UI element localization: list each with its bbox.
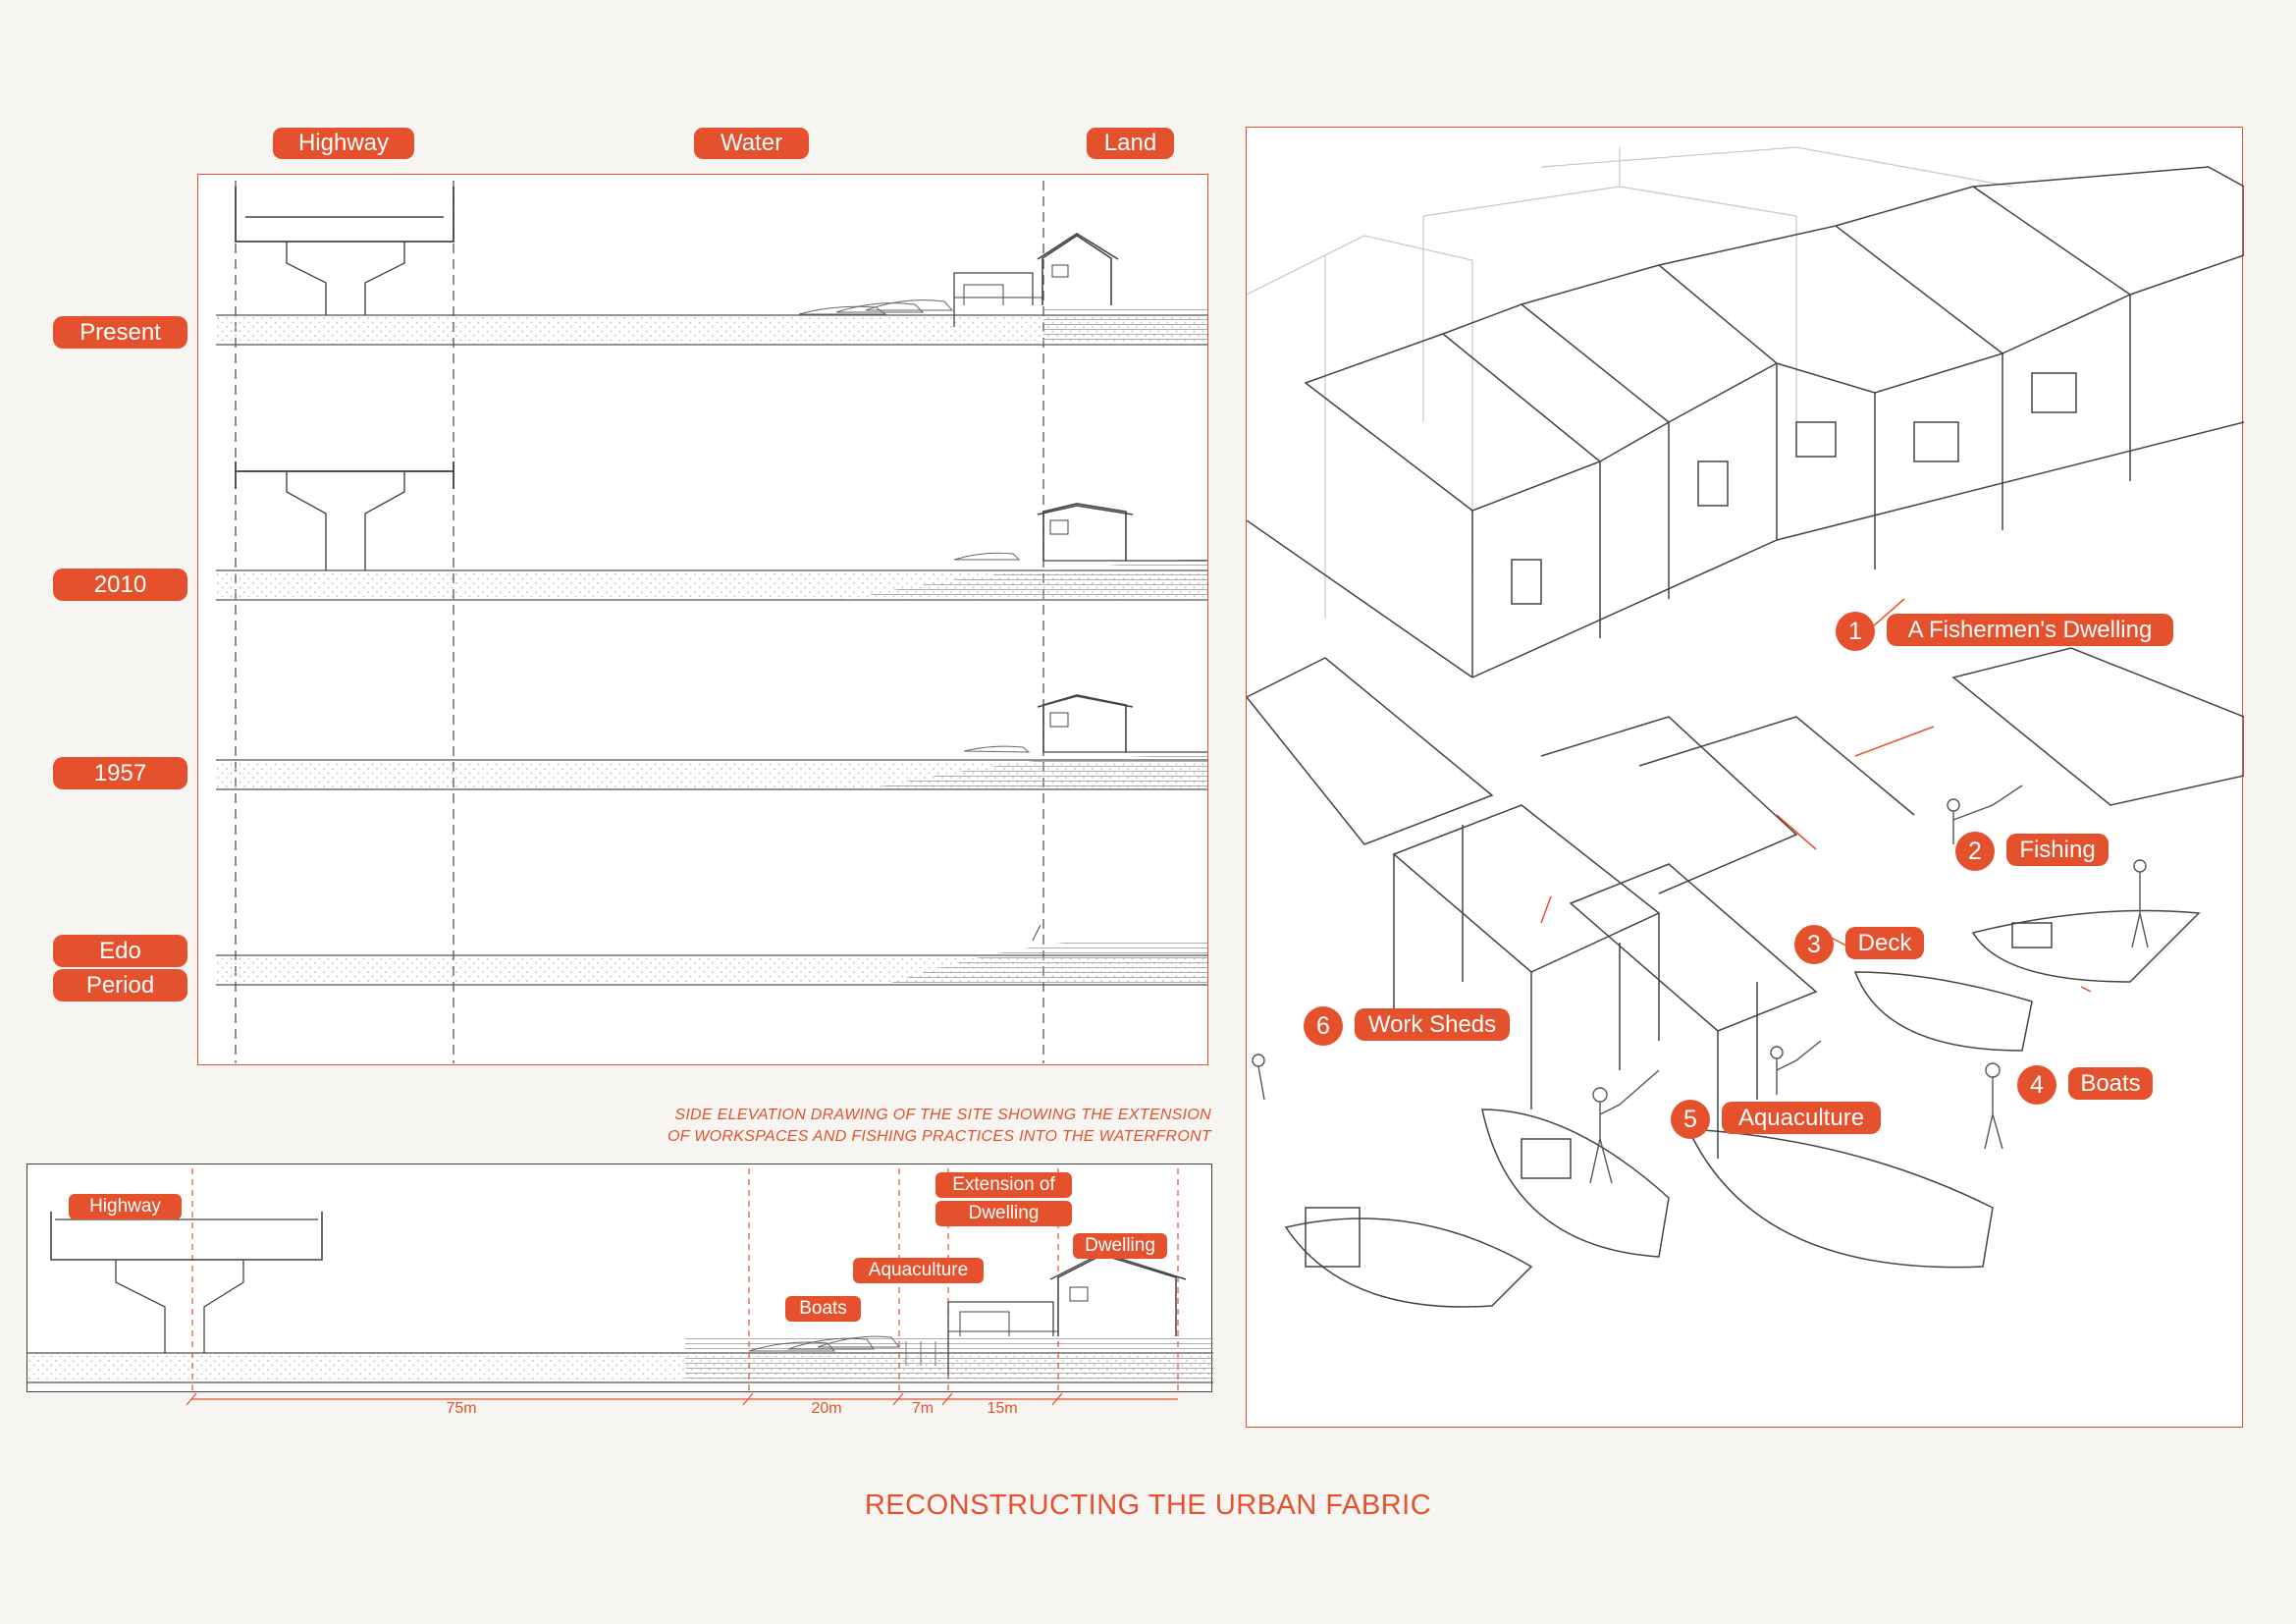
side-elevation-drawing xyxy=(27,1168,1213,1392)
section-1957 xyxy=(216,694,1207,790)
dimension-15m: 15m xyxy=(987,1400,1018,1417)
dimension-20m: 20m xyxy=(811,1400,842,1417)
elevation-caption: SIDE ELEVATION DRAWING OF THE SITE SHOWI… xyxy=(550,1105,1211,1148)
elevation-label-aquaculture: Aquaculture xyxy=(853,1258,984,1283)
dimension-75m: 75m xyxy=(446,1400,477,1417)
callout-label-aquaculture: Aquaculture xyxy=(1722,1102,1881,1134)
historical-sections-drawing xyxy=(216,181,1207,1063)
zone-label-water: Water xyxy=(694,128,809,159)
section-2010 xyxy=(216,461,1207,601)
elevation-caption-line1: SIDE ELEVATION DRAWING OF THE SITE SHOWI… xyxy=(674,1107,1211,1123)
callout-label-fishermens-dwelling: A Fishermen's Dwelling xyxy=(1887,614,2173,646)
callout-label-boats: Boats xyxy=(2068,1067,2153,1100)
section-edo-period xyxy=(216,924,1207,986)
callout-number-3: 3 xyxy=(1794,925,1834,964)
zone-label-highway: Highway xyxy=(273,128,414,159)
period-label-2010: 2010 xyxy=(53,568,187,601)
elevation-label-boats: Boats xyxy=(785,1296,861,1322)
period-label-period: Period xyxy=(53,969,187,1001)
callout-number-1: 1 xyxy=(1836,612,1875,651)
elevation-label-dwelling: Dwelling xyxy=(1073,1233,1167,1259)
period-label-present: Present xyxy=(53,316,187,349)
section-present xyxy=(216,187,1207,346)
axonometric-drawing xyxy=(1247,146,2244,1308)
callout-number-4: 4 xyxy=(2017,1065,2056,1105)
elevation-caption-line2: OF WORKSPACES AND FISHING PRACTICES INTO… xyxy=(667,1128,1211,1145)
dimension-7m: 7m xyxy=(911,1400,934,1417)
callout-label-work-sheds: Work Sheds xyxy=(1355,1008,1510,1041)
historical-sections-panel xyxy=(197,174,1208,1065)
axonometric-panel xyxy=(1246,127,2244,1428)
period-label-edo: Edo xyxy=(53,935,187,967)
elevation-label-extension-line1: Extension of xyxy=(935,1172,1072,1198)
zone-label-land: Land xyxy=(1087,128,1174,159)
period-label-1957: 1957 xyxy=(53,757,187,789)
callout-number-5: 5 xyxy=(1671,1100,1710,1139)
elevation-label-extension-line2: Dwelling xyxy=(935,1201,1072,1226)
elevation-label-highway: Highway xyxy=(69,1194,182,1219)
callout-label-deck: Deck xyxy=(1845,927,1924,959)
callout-number-6: 6 xyxy=(1304,1006,1343,1046)
callout-label-fishing: Fishing xyxy=(2006,834,2109,866)
page-title: RECONSTRUCTING THE URBAN FABRIC xyxy=(864,1489,1432,1521)
callout-number-2: 2 xyxy=(1955,832,1995,871)
